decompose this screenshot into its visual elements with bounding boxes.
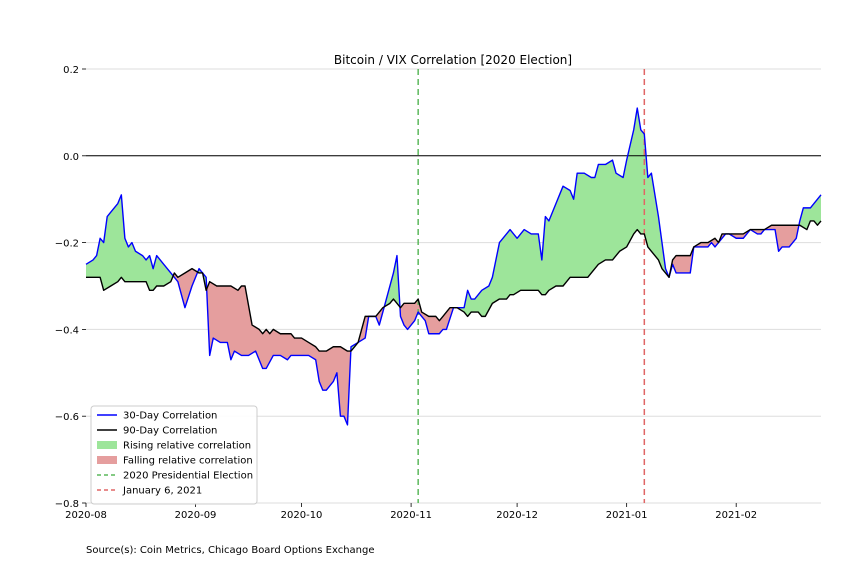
falling-fill-region — [358, 316, 369, 342]
chart-title: Bitcoin / VIX Correlation [2020 Election… — [334, 53, 572, 67]
y-tick-label: −0.6 — [55, 412, 79, 423]
legend-item: 30-Day Correlation — [97, 411, 217, 422]
legend-item: January 6, 2021 — [97, 486, 202, 497]
legend-item: 2020 Presidential Election — [97, 471, 253, 482]
legend-label: 2020 Presidential Election — [123, 471, 253, 482]
y-tick-label: 0.0 — [63, 152, 79, 163]
x-tick-label: 2020-08 — [65, 510, 107, 521]
rising-fill-region — [86, 194, 174, 291]
fill-areas — [86, 108, 821, 425]
falling-fill-region — [669, 246, 694, 275]
legend-item: Falling relative correlation — [97, 456, 253, 467]
legend-label: January 6, 2021 — [122, 486, 202, 497]
x-tick-label: 2020-12 — [496, 510, 538, 521]
legend-label: 30-Day Correlation — [123, 411, 217, 422]
legend: 30-Day Correlation 90-Day Correlation Risi… — [90, 405, 258, 505]
x-tick-label: 2020-09 — [175, 510, 217, 521]
legend-label: Rising relative correlation — [123, 441, 251, 452]
x-tick-label: 2021-01 — [606, 510, 648, 521]
y-tick-label: −0.2 — [55, 239, 79, 250]
falling-fill-region — [173, 268, 199, 308]
y-tick-label: 0.2 — [63, 65, 79, 76]
x-tick-label: 2020-10 — [281, 510, 323, 521]
legend-label: Falling relative correlation — [123, 456, 253, 467]
x-tick-label: 2021-02 — [715, 510, 757, 521]
x-tick-label: 2020-11 — [390, 510, 432, 521]
series-lines — [85, 107, 822, 426]
y-tick-label: −0.4 — [55, 325, 79, 336]
rising-fill-region — [453, 108, 670, 317]
legend-item: 90-Day Correlation — [97, 426, 217, 437]
y-tick-label: −0.8 — [55, 499, 79, 510]
rising-fill-region — [798, 194, 821, 230]
legend-item: Rising relative correlation — [97, 441, 251, 452]
legend-patch-swatch — [97, 441, 117, 449]
series-90-day-line — [86, 220, 822, 352]
legend-label: 90-Day Correlation — [123, 426, 217, 437]
falling-fill-region — [400, 299, 454, 334]
falling-fill-region — [207, 281, 352, 425]
legend-patch-swatch — [97, 456, 117, 464]
rising-fill-region — [384, 255, 401, 308]
legend-box — [90, 405, 258, 505]
source-note: Source(s): Coin Metrics, Chicago Board O… — [86, 545, 375, 556]
